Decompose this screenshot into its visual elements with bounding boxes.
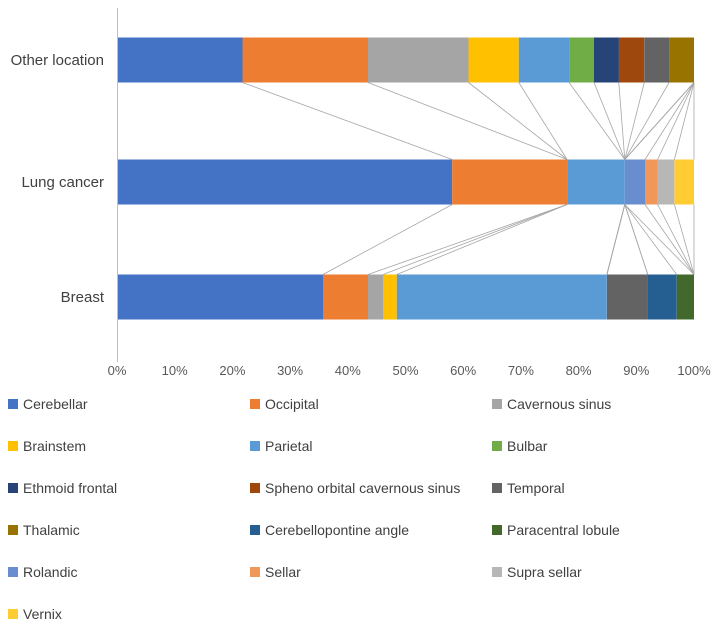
legend-label: Cerebellopontine angle [265, 522, 409, 538]
x-tick-label: 80% [566, 363, 592, 378]
series-connector-line [644, 82, 695, 160]
series-connector-line [624, 204, 678, 275]
legend-swatch [8, 399, 18, 409]
bar-segment [647, 274, 677, 320]
series-connector-line [568, 82, 626, 160]
x-tick-label: 70% [508, 363, 534, 378]
x-tick-label: 100% [677, 363, 711, 378]
bar-segment [669, 37, 694, 83]
legend-label: Vernix [23, 606, 62, 622]
legend-label: Spheno orbital cavernous sinus [265, 480, 460, 496]
series-connector-line [322, 204, 453, 275]
bar-segment [624, 159, 645, 205]
bar-segment [468, 37, 519, 83]
series-connector-line [657, 204, 695, 275]
legend-swatch [250, 399, 260, 409]
x-tick-label: 50% [392, 363, 418, 378]
legend-swatch [250, 441, 260, 451]
series-connector-line [367, 204, 568, 275]
x-tick-label: 90% [623, 363, 649, 378]
series-connector-line [674, 204, 695, 275]
bar-segment [644, 37, 670, 83]
series-connector-line [367, 82, 568, 160]
legend-label: Paracentral lobule [507, 522, 620, 538]
series-connector-line [468, 82, 568, 160]
series-connector-line [518, 82, 568, 160]
x-tick-label: 60% [450, 363, 476, 378]
series-connector-line [593, 82, 626, 160]
legend-label: Brainstem [23, 438, 86, 454]
bar-segment [518, 37, 570, 83]
legend-label: Cavernous sinus [507, 396, 611, 412]
bar-segment [323, 274, 368, 320]
legend-swatch [250, 483, 260, 493]
series-connector-line [624, 204, 695, 275]
bar-segment [567, 159, 625, 205]
category-label: Breast [61, 289, 105, 306]
x-tick-label: 30% [277, 363, 303, 378]
bar-segment [117, 37, 243, 83]
bar-segment [117, 159, 453, 205]
legend-swatch [492, 399, 502, 409]
x-tick-label: 0% [108, 363, 127, 378]
x-tick-label: 40% [335, 363, 361, 378]
legend-label: Parietal [265, 438, 312, 454]
bar-segment [606, 274, 648, 320]
legend-label: Ethmoid frontal [23, 480, 117, 496]
series-connector-line [624, 82, 695, 160]
legend-swatch [492, 567, 502, 577]
series-connector-line [618, 82, 626, 160]
legend-swatch [8, 567, 18, 577]
legend-label: Cerebellar [23, 396, 88, 412]
category-label: Other location [11, 52, 104, 69]
series-connector-line [382, 204, 568, 275]
x-tick-label: 10% [162, 363, 188, 378]
legend-label: Temporal [507, 480, 565, 496]
x-tick-label: 20% [219, 363, 245, 378]
bar-segment [383, 274, 397, 320]
legend-swatch [492, 525, 502, 535]
bar-segment [242, 37, 368, 83]
bar-segment [117, 274, 323, 320]
bar-segment [368, 274, 383, 320]
series-connector-line [606, 204, 626, 275]
bar-segment [657, 159, 675, 205]
series-connector-line [657, 82, 695, 160]
category-label: Lung cancer [21, 174, 104, 191]
series-connector-line [644, 204, 695, 275]
legend-label: Bulbar [507, 438, 548, 454]
bar-segment [452, 159, 567, 205]
legend-swatch [8, 441, 18, 451]
legend-swatch [8, 483, 18, 493]
series-connector-line [674, 82, 695, 160]
series-connector-line [624, 82, 645, 160]
legend-swatch [492, 483, 502, 493]
legend-label: Rolandic [23, 564, 77, 580]
legend-label: Thalamic [23, 522, 80, 538]
series-connector-line [624, 82, 670, 160]
bar-segment [367, 37, 469, 83]
legend-swatch [8, 609, 18, 619]
legend-label: Sellar [265, 564, 301, 580]
series-connector-line [396, 204, 568, 275]
legend-swatch [250, 567, 260, 577]
bar-segment [676, 274, 694, 320]
series-connector-line [242, 82, 453, 160]
legend-swatch [250, 525, 260, 535]
series-connector-line [624, 204, 649, 275]
bar-segment [645, 159, 658, 205]
bar-segment [569, 37, 594, 83]
bar-segment [618, 37, 645, 83]
bar-segment [396, 274, 607, 320]
legend-swatch [492, 441, 502, 451]
legend-label: Supra sellar [507, 564, 582, 580]
bar-segment [674, 159, 694, 205]
bar-segment [594, 37, 619, 83]
legend-label: Occipital [265, 396, 319, 412]
legend-swatch [8, 525, 18, 535]
